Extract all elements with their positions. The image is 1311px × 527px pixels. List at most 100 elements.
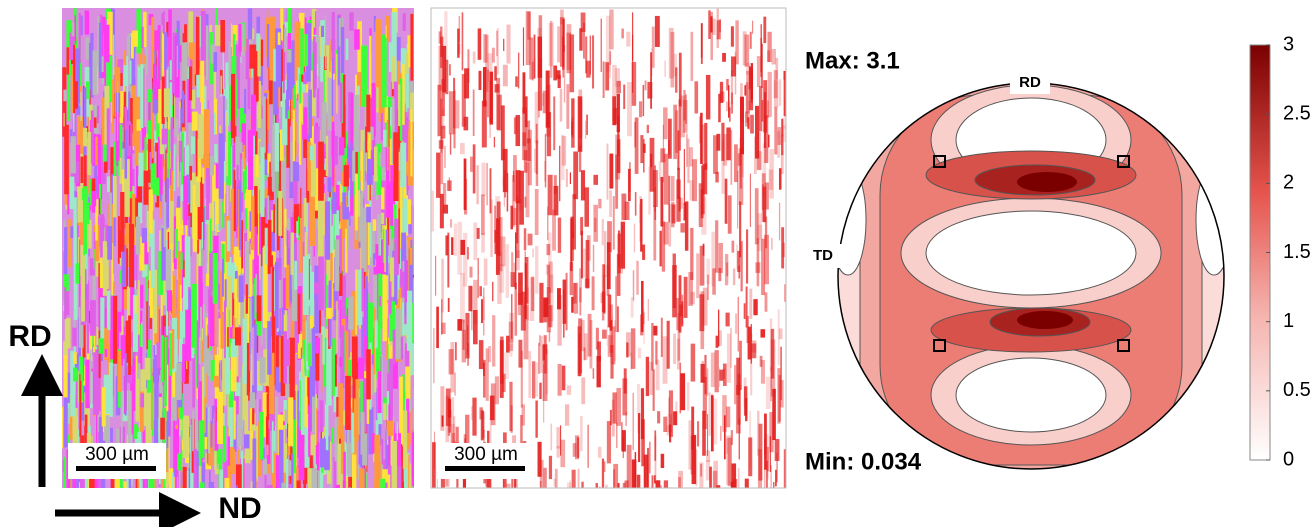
grain xyxy=(252,397,255,425)
grain xyxy=(292,419,296,474)
grain xyxy=(129,124,131,146)
kam-streak xyxy=(616,387,621,426)
kam-streak xyxy=(624,201,630,221)
kam-streak xyxy=(523,297,526,318)
grain xyxy=(407,199,412,225)
grain xyxy=(406,290,413,351)
kam-streak xyxy=(615,154,619,209)
grain xyxy=(303,71,308,85)
kam-streak xyxy=(615,276,618,332)
grain xyxy=(228,41,231,86)
grain xyxy=(404,251,407,315)
grain xyxy=(247,199,252,259)
grain xyxy=(266,24,270,68)
kam-streak xyxy=(603,264,606,314)
grain xyxy=(145,47,148,75)
grain xyxy=(117,313,120,380)
kam-streak xyxy=(441,108,445,130)
kam-streak xyxy=(483,429,486,445)
kam-streak xyxy=(431,190,434,232)
nd-label: ND xyxy=(218,492,261,525)
grain xyxy=(218,133,224,199)
kam-streak xyxy=(504,352,509,380)
grain xyxy=(406,348,411,399)
grain xyxy=(164,32,168,70)
grain xyxy=(297,293,301,335)
kam-streak xyxy=(465,312,470,359)
kam-streak xyxy=(717,309,720,347)
grain xyxy=(304,34,308,67)
kam-streak xyxy=(440,137,444,185)
grain xyxy=(254,186,258,227)
grain xyxy=(301,70,304,125)
grain xyxy=(268,352,275,415)
grain xyxy=(377,356,382,414)
kam-streak xyxy=(762,186,767,223)
grain xyxy=(182,466,187,488)
kam-streak xyxy=(477,28,482,60)
kam-streak xyxy=(732,268,736,286)
grain xyxy=(148,14,154,26)
grain xyxy=(244,395,249,447)
kam-streak xyxy=(654,15,660,47)
grain xyxy=(264,198,271,225)
grain xyxy=(125,223,130,243)
grain xyxy=(230,481,232,488)
kam-streak xyxy=(626,31,631,47)
kam-streak xyxy=(636,260,639,295)
grain xyxy=(222,141,227,194)
grain xyxy=(143,11,147,48)
grain xyxy=(144,137,147,170)
grain xyxy=(282,79,288,146)
kam-streak xyxy=(489,168,492,214)
grain xyxy=(206,449,209,464)
grain xyxy=(228,309,230,358)
grain xyxy=(352,150,356,182)
grain xyxy=(120,315,124,336)
grain xyxy=(198,266,203,327)
kam-streak xyxy=(560,439,566,468)
kam-streak xyxy=(622,482,626,488)
kam-streak xyxy=(589,319,593,369)
grain xyxy=(374,434,381,488)
grain xyxy=(405,343,410,367)
grain xyxy=(287,33,292,50)
grain xyxy=(393,81,398,139)
grain xyxy=(180,430,183,442)
kam-streak xyxy=(539,459,544,488)
kam-streak xyxy=(653,325,658,336)
kam-streak xyxy=(782,125,786,142)
grain xyxy=(158,417,161,460)
grain xyxy=(84,202,90,225)
grain xyxy=(389,208,394,274)
grain xyxy=(146,478,149,488)
kam-streak xyxy=(539,382,542,400)
grain xyxy=(340,325,345,389)
kam-streak xyxy=(448,91,454,135)
grain xyxy=(82,316,86,358)
grain xyxy=(360,129,365,151)
kam-streak xyxy=(777,127,782,145)
grain xyxy=(327,77,332,131)
grain xyxy=(70,136,76,174)
kam-streak xyxy=(500,105,505,161)
kam-streak xyxy=(774,438,780,461)
grain xyxy=(369,183,374,197)
grain xyxy=(201,366,205,434)
grain xyxy=(227,164,229,233)
kam-streak xyxy=(504,169,506,198)
grain xyxy=(79,37,82,93)
grain xyxy=(232,145,234,211)
kam-streak xyxy=(454,372,456,396)
grain xyxy=(85,37,90,60)
kam-streak xyxy=(730,129,733,185)
grain xyxy=(392,416,395,430)
kam-streak xyxy=(615,422,618,448)
kam-streak xyxy=(753,299,758,316)
grain xyxy=(117,216,123,264)
kam-streak xyxy=(481,194,485,235)
grain xyxy=(253,156,260,214)
kam-streak xyxy=(543,467,547,488)
kam-streak xyxy=(702,243,705,256)
kam-streak xyxy=(667,118,672,159)
